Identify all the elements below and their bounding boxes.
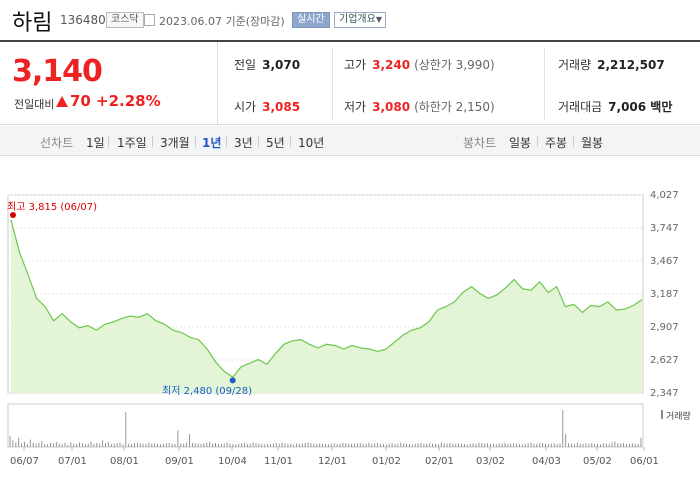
price-summary: 3,140 전일대비 70 +2.28% 전일 3,070 시가 3,085 고가 3…	[0, 40, 700, 125]
amount-label: 거래대금	[558, 100, 603, 114]
period-5y[interactable]: 5년	[266, 136, 285, 150]
open-label: 시가	[234, 100, 257, 114]
low-annotation: 최저 2,480 (09/28)	[162, 385, 252, 397]
divider	[537, 136, 538, 147]
company-info-select-label: 기업개요	[339, 14, 376, 25]
y-tick-label: 2,907	[650, 322, 679, 333]
y-tick-label: 2,347	[650, 388, 679, 399]
line-chart-label: 선차트	[40, 136, 74, 150]
period-3m[interactable]: 3개월	[160, 136, 190, 150]
calendar-icon	[144, 14, 155, 26]
stock-code: 136480	[60, 13, 106, 27]
volume-frame	[7, 403, 644, 448]
prev-close: 전일 3,070	[234, 56, 300, 73]
y-tick-label: 3,747	[650, 223, 679, 234]
x-tick-label: 06/07	[10, 456, 39, 467]
divider	[258, 136, 259, 147]
amount-value: 7,006 백만	[608, 100, 673, 114]
candle-daily[interactable]: 일봉	[509, 136, 532, 150]
x-tick-label: 11/01	[264, 456, 293, 467]
open-value: 3,085	[262, 100, 301, 114]
y-tick-label: 2,627	[650, 355, 679, 366]
current-price-box: 3,140 전일대비 70 +2.28%	[0, 42, 218, 125]
divider	[108, 136, 109, 147]
candle-chart-label: 봉차트	[463, 136, 497, 150]
period-3y[interactable]: 3년	[234, 136, 253, 150]
chart-period-bar: 선차트 1일 1주일 3개월 1년 3년 5년 10년 봉차트 일봉 주봉 월봉	[0, 126, 700, 156]
up-arrow-icon	[56, 96, 68, 107]
current-price: 3,140	[12, 54, 103, 89]
x-tick-label: 06/01	[630, 456, 659, 467]
volume-value: 2,212,507	[597, 58, 665, 72]
divider	[195, 136, 196, 147]
x-tick-label: 03/02	[476, 456, 505, 467]
volume-bars	[7, 403, 644, 448]
y-tick-label: 4,027	[650, 190, 679, 201]
change-percent: +2.28%	[96, 92, 161, 110]
market-badge: 코스닥	[106, 12, 144, 28]
high-price: 고가 3,240 (상한가 3,990)	[344, 56, 495, 73]
high-label: 고가	[344, 58, 367, 72]
chart-annotations: 최고 3,815 (06/07) 최저 2,480 (09/28)	[7, 201, 252, 397]
y-tick-label: 3,187	[650, 289, 679, 300]
price-line	[10, 219, 643, 379]
x-tick-label: 07/01	[58, 456, 87, 467]
x-tick-label: 12/01	[318, 456, 347, 467]
trade-amount: 거래대금 7,006 백만	[558, 98, 672, 115]
period-1d[interactable]: 1일	[86, 136, 105, 150]
chevron-down-icon: ▼	[375, 15, 382, 24]
x-tick-label: 09/01	[165, 456, 194, 467]
realtime-button[interactable]: 실시간	[292, 12, 330, 28]
stock-header: 하림 136480 코스닥 2023.06.07 기준(장마감) 실시간 기업개…	[0, 0, 700, 40]
x-tick-label: 10/04	[218, 456, 247, 467]
divider	[226, 136, 227, 147]
prev-close-label: 전일	[234, 58, 257, 72]
stock-name: 하림	[12, 11, 53, 36]
volume-legend-mark	[661, 410, 663, 419]
prev-close-value: 3,070	[262, 58, 301, 72]
x-tick-label: 04/03	[532, 456, 561, 467]
candle-monthly[interactable]: 월봉	[581, 136, 604, 150]
lower-limit: (하한가 2,150)	[414, 100, 495, 114]
company-info-select[interactable]: 기업개요 ▼	[334, 12, 386, 28]
change-value: 70	[70, 92, 91, 110]
low-price: 저가 3,080 (하한가 2,150)	[344, 98, 495, 115]
divider	[332, 48, 333, 120]
low-marker	[229, 377, 236, 384]
x-tick-label: 01/02	[372, 456, 401, 467]
date-text: 2023.06.07 기준(장마감)	[159, 15, 285, 28]
period-10y[interactable]: 10년	[298, 136, 325, 150]
divider	[152, 136, 153, 147]
x-tick-label: 08/01	[110, 456, 139, 467]
volume: 거래량 2,212,507	[558, 56, 665, 73]
low-value: 3,080	[372, 100, 411, 114]
divider	[290, 136, 291, 147]
price-area	[11, 220, 642, 393]
y-axis-labels: 4,027 3,747 3,467 3,187 2,907 2,627 2,347	[650, 190, 679, 399]
high-value: 3,240	[372, 58, 411, 72]
upper-limit: (상한가 3,990)	[414, 58, 495, 72]
change-label: 전일대비	[14, 98, 55, 111]
candle-weekly[interactable]: 주봉	[545, 136, 568, 150]
volume-label: 거래량	[558, 58, 592, 72]
open-price: 시가 3,085	[234, 98, 300, 115]
y-tick-label: 3,467	[650, 256, 679, 267]
period-1y[interactable]: 1년	[202, 136, 222, 150]
divider	[573, 136, 574, 147]
high-marker	[10, 212, 16, 218]
period-1w[interactable]: 1주일	[117, 136, 147, 150]
low-label: 저가	[344, 100, 367, 114]
x-tick-label: 05/02	[583, 456, 612, 467]
divider	[544, 48, 545, 120]
high-annotation: 최고 3,815 (06/07)	[7, 201, 97, 213]
price-chart: 4,027 3,747 3,467 3,187 2,907 2,627 2,347 06/0…	[7, 190, 679, 467]
volume-legend-label: 거래량	[666, 412, 691, 422]
x-axis-labels: 06/07 07/01 08/01 09/01 10/04 11/01 12/01 01/02…	[10, 447, 659, 467]
x-tick-label: 02/01	[425, 456, 454, 467]
